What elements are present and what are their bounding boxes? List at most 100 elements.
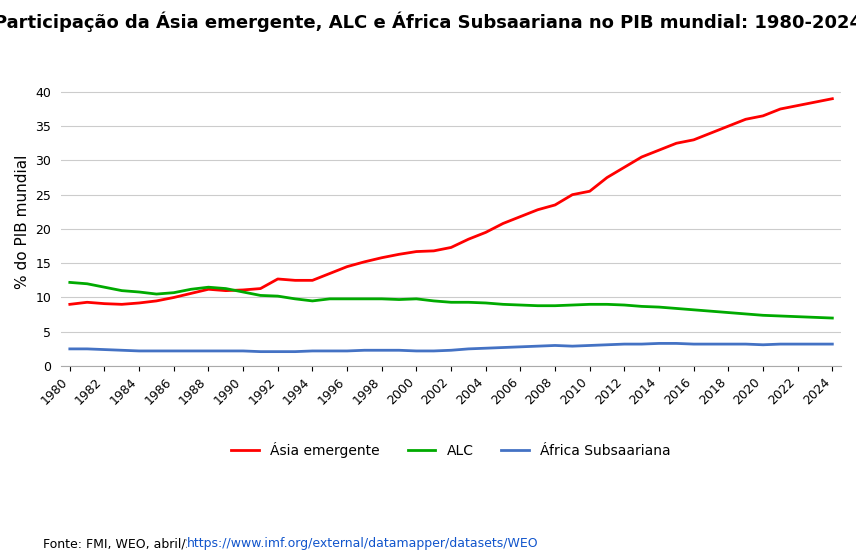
Ásia emergente xyxy=(550,202,560,208)
Ásia emergente xyxy=(585,188,595,195)
ALC xyxy=(152,291,162,298)
África Subsaariana xyxy=(532,343,543,349)
África Subsaariana xyxy=(411,348,421,354)
Ásia emergente xyxy=(758,112,768,119)
ALC xyxy=(82,280,92,287)
ALC xyxy=(116,288,127,294)
Ásia emergente xyxy=(532,206,543,213)
Ásia emergente xyxy=(116,301,127,307)
África Subsaariana xyxy=(324,348,335,354)
ALC xyxy=(65,279,75,286)
ALC xyxy=(758,312,768,319)
ALC xyxy=(532,302,543,309)
ALC xyxy=(360,295,370,302)
Ásia emergente xyxy=(688,137,698,143)
Ásia emergente xyxy=(480,229,490,236)
África Subsaariana xyxy=(82,346,92,352)
África Subsaariana xyxy=(793,341,803,347)
África Subsaariana xyxy=(654,340,664,347)
Ásia emergente xyxy=(221,288,231,294)
Ásia emergente xyxy=(706,129,716,136)
Line: ALC: ALC xyxy=(70,283,832,318)
Ásia emergente xyxy=(568,191,578,198)
ALC xyxy=(394,296,404,303)
Text: Participação da Ásia emergente, ALC e África Subsaariana no PIB mundial: 1980-20: Participação da Ásia emergente, ALC e Áf… xyxy=(0,11,856,32)
ALC xyxy=(255,292,265,299)
Ásia emergente xyxy=(498,220,508,227)
África Subsaariana xyxy=(273,348,283,355)
ALC xyxy=(186,286,196,293)
ALC xyxy=(204,284,214,290)
Ásia emergente xyxy=(186,290,196,297)
África Subsaariana xyxy=(307,348,318,354)
Ásia emergente xyxy=(446,244,456,251)
África Subsaariana xyxy=(360,347,370,353)
ALC xyxy=(324,295,335,302)
Ásia emergente xyxy=(637,154,647,160)
África Subsaariana xyxy=(394,347,404,353)
ALC xyxy=(169,289,179,296)
ALC xyxy=(480,300,490,306)
ALC xyxy=(377,295,387,302)
Legend: Ásia emergente, ALC, África Subsaariana: Ásia emergente, ALC, África Subsaariana xyxy=(226,436,676,463)
África Subsaariana xyxy=(238,348,248,354)
Y-axis label: % do PIB mundial: % do PIB mundial xyxy=(15,155,30,289)
Ásia emergente xyxy=(723,123,734,129)
África Subsaariana xyxy=(810,341,820,347)
África Subsaariana xyxy=(463,346,473,352)
África Subsaariana xyxy=(602,341,612,348)
África Subsaariana xyxy=(342,348,352,354)
Ásia emergente xyxy=(342,263,352,270)
África Subsaariana xyxy=(827,341,837,347)
Ásia emergente xyxy=(273,275,283,282)
ALC xyxy=(671,305,681,312)
Ásia emergente xyxy=(204,286,214,293)
ALC xyxy=(776,312,786,319)
África Subsaariana xyxy=(186,348,196,354)
Ásia emergente xyxy=(411,248,421,255)
ALC xyxy=(134,289,145,295)
Ásia emergente xyxy=(324,270,335,277)
Ásia emergente xyxy=(793,102,803,109)
ALC xyxy=(99,284,110,290)
Ásia emergente xyxy=(429,248,439,254)
África Subsaariana xyxy=(637,341,647,347)
ALC xyxy=(411,295,421,302)
Ásia emergente xyxy=(152,298,162,304)
África Subsaariana xyxy=(377,347,387,353)
ALC xyxy=(463,299,473,306)
ALC xyxy=(810,314,820,321)
Ásia emergente xyxy=(290,277,300,284)
ALC xyxy=(221,285,231,292)
ALC xyxy=(273,293,283,299)
África Subsaariana xyxy=(446,347,456,353)
Ásia emergente xyxy=(619,164,629,170)
Ásia emergente xyxy=(255,285,265,292)
ALC xyxy=(740,311,751,317)
Text: Fonte: FMI, WEO, abril/2019: Fonte: FMI, WEO, abril/2019 xyxy=(43,538,221,550)
África Subsaariana xyxy=(498,344,508,351)
Ásia emergente xyxy=(671,140,681,147)
Ásia emergente xyxy=(360,258,370,265)
Ásia emergente xyxy=(307,277,318,284)
ALC xyxy=(515,302,526,309)
Line: África Subsaariana: África Subsaariana xyxy=(70,343,832,352)
Ásia emergente xyxy=(776,106,786,112)
Ásia emergente xyxy=(654,147,664,153)
Ásia emergente xyxy=(82,299,92,306)
África Subsaariana xyxy=(204,348,214,354)
ALC xyxy=(307,298,318,304)
África Subsaariana xyxy=(776,341,786,347)
Ásia emergente xyxy=(463,236,473,243)
Ásia emergente xyxy=(394,251,404,258)
África Subsaariana xyxy=(116,347,127,353)
África Subsaariana xyxy=(619,341,629,347)
África Subsaariana xyxy=(758,341,768,348)
Ásia emergente xyxy=(134,300,145,306)
África Subsaariana xyxy=(671,340,681,347)
ALC xyxy=(550,302,560,309)
ALC xyxy=(342,295,352,302)
África Subsaariana xyxy=(688,341,698,347)
Ásia emergente xyxy=(515,213,526,220)
Text: https://www.imf.org/external/datamapper/datasets/WEO: https://www.imf.org/external/datamapper/… xyxy=(187,538,538,550)
